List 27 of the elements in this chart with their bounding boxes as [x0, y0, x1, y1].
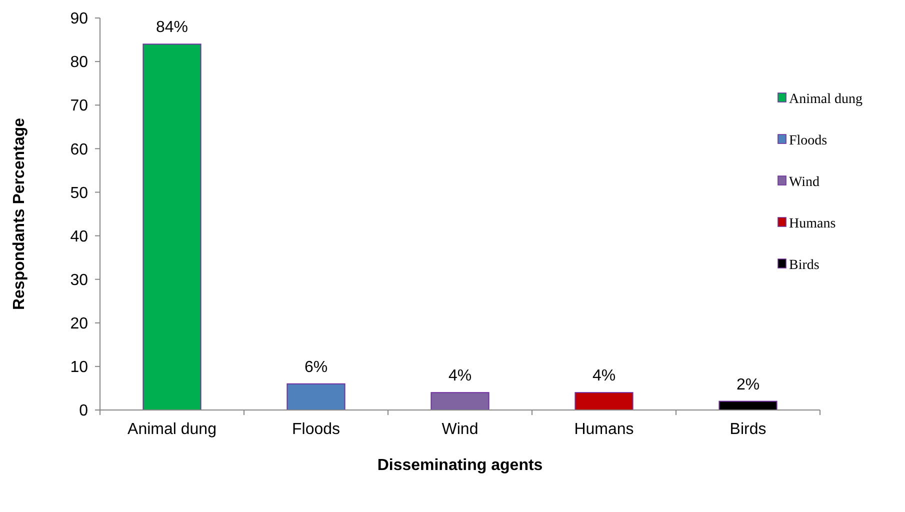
- x-tick-label: Floods: [292, 421, 340, 438]
- y-tick-label: 90: [70, 10, 88, 28]
- legend-label: Humans: [789, 216, 836, 232]
- y-tick-label: 50: [70, 184, 88, 202]
- legend-label: Birds: [789, 258, 820, 273]
- x-tick-label: Birds: [730, 421, 766, 438]
- data-label: 6%: [304, 358, 328, 376]
- y-tick-label: 60: [70, 141, 88, 158]
- data-label: 84%: [156, 19, 188, 36]
- x-tick-label: Animal dung: [128, 421, 216, 438]
- legend-label: Animal dung: [789, 92, 862, 107]
- data-label: 2%: [736, 376, 760, 394]
- data-label: 4%: [448, 368, 472, 385]
- x-tick-label: Humans: [574, 421, 634, 438]
- y-tick-label: 20: [70, 315, 88, 332]
- data-label: 4%: [592, 368, 616, 385]
- y-tick-label: 0: [79, 402, 88, 420]
- y-tick-label: 40: [70, 228, 88, 246]
- x-tick-label: Wind: [442, 421, 478, 438]
- y-tick-label: 80: [70, 54, 88, 72]
- y-tick-label: 30: [70, 272, 88, 289]
- x-axis-title: Disseminating agents: [377, 457, 543, 474]
- y-tick-label: 10: [70, 359, 88, 376]
- legend-label: Wind: [789, 174, 820, 190]
- y-tick-label: 70: [70, 98, 88, 115]
- legend-label: Floods: [789, 133, 828, 148]
- y-axis-title: Respondants Percentage: [11, 118, 28, 310]
